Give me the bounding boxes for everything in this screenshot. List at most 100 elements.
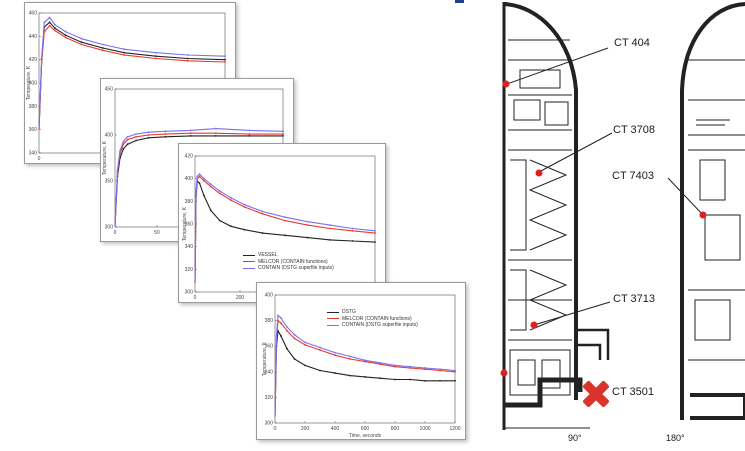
x-tick-label: 800 xyxy=(391,426,400,432)
data-point xyxy=(261,212,264,215)
data-point xyxy=(126,143,129,146)
x-tick-label: 50 xyxy=(154,230,160,236)
data-point xyxy=(394,365,396,368)
legend-item: DSTG xyxy=(327,309,418,316)
plot-area xyxy=(194,155,376,293)
data-point xyxy=(198,182,201,185)
data-point xyxy=(189,135,192,137)
data-point xyxy=(48,16,51,19)
chart-panel-3: 300 320 340 360 380 400 420 0 200 Temperature, K … xyxy=(178,143,386,303)
legend-item: CONTAIN (DSTG superfile inputs) xyxy=(327,322,418,329)
y-tick-label: 360 xyxy=(29,127,38,133)
y-tick-label: 340 xyxy=(185,244,194,250)
data-point xyxy=(147,136,150,139)
data-point xyxy=(126,138,129,141)
data-point xyxy=(209,209,212,212)
label-ct-3708: CT 3708 xyxy=(613,124,655,136)
data-point xyxy=(261,232,264,234)
legend-label: CONTAIN (DSTG superfile inputs) xyxy=(342,322,418,328)
data-point xyxy=(293,337,296,340)
y-tick-label: 340 xyxy=(265,369,274,375)
legend-item: MELCOR (CONTAIN functions) xyxy=(327,316,418,323)
data-point xyxy=(135,133,137,135)
y-tick-label: 420 xyxy=(185,154,194,160)
data-point xyxy=(155,51,157,54)
data-point xyxy=(454,379,456,382)
x-tick-label: 200 xyxy=(236,295,245,301)
data-point xyxy=(319,346,321,349)
data-point xyxy=(203,180,205,182)
sensor-marker xyxy=(530,321,538,329)
data-point xyxy=(284,234,286,237)
data-point xyxy=(379,361,381,364)
data-point xyxy=(374,232,376,234)
data-point xyxy=(277,314,279,317)
data-point xyxy=(248,135,251,137)
data-point xyxy=(454,370,456,373)
data-point xyxy=(164,133,167,135)
data-point xyxy=(284,219,286,222)
series-line-2 xyxy=(114,128,284,228)
data-point xyxy=(329,227,331,230)
data-point xyxy=(334,354,336,357)
data-point xyxy=(122,147,125,150)
data-point xyxy=(186,54,189,56)
data-point xyxy=(379,377,381,380)
data-point xyxy=(189,129,192,132)
y-tick-label: 440 xyxy=(29,34,38,40)
data-point xyxy=(409,365,411,368)
data-point xyxy=(155,55,157,58)
data-point xyxy=(379,363,381,366)
y-axis-label: Temperature, K xyxy=(182,206,188,241)
data-point xyxy=(209,183,212,186)
legend-item: MELCOR (CONTAIN functions) xyxy=(243,259,334,266)
data-point xyxy=(329,238,331,241)
data-point xyxy=(409,367,411,369)
y-tick-label: 400 xyxy=(185,176,194,182)
containment-drawing xyxy=(500,2,745,430)
angle-label-90: 90° xyxy=(568,433,582,443)
y-tick-label: 380 xyxy=(185,199,194,205)
data-point xyxy=(424,367,426,369)
data-point xyxy=(147,134,150,136)
data-point xyxy=(126,135,129,138)
data-point xyxy=(80,43,83,46)
data-point xyxy=(374,241,376,244)
x-tick-label: 600 xyxy=(361,426,370,432)
data-point xyxy=(306,224,309,227)
sensor-marker xyxy=(699,211,707,219)
data-point xyxy=(351,227,354,230)
data-point xyxy=(248,133,251,135)
data-point xyxy=(80,37,83,40)
data-point xyxy=(198,175,201,178)
data-point xyxy=(230,225,232,228)
data-point xyxy=(286,326,288,328)
data-point xyxy=(101,47,104,49)
data-point xyxy=(186,57,189,60)
chart-3-svg: 300 320 340 360 380 400 420 0 200 Temperature, K xyxy=(182,154,376,301)
data-point xyxy=(43,21,46,24)
data-point xyxy=(304,364,306,367)
y-tick-label: 360 xyxy=(265,344,274,350)
data-point xyxy=(454,369,456,372)
data-point xyxy=(230,199,232,202)
title-fragment-accent xyxy=(455,0,464,3)
data-point xyxy=(101,49,104,52)
data-point xyxy=(218,190,221,193)
data-point xyxy=(280,322,282,325)
data-point xyxy=(64,36,67,39)
y-tick-label: 400 xyxy=(105,133,114,139)
data-point xyxy=(64,30,67,33)
data-point xyxy=(224,55,226,58)
y-tick-label: 320 xyxy=(185,267,194,273)
x-tick-label: 1000 xyxy=(419,426,430,432)
y-axis-label: Temperature, K xyxy=(26,65,32,100)
data-point xyxy=(218,219,221,222)
x-axis-label: Time, seconds xyxy=(349,433,382,439)
data-point xyxy=(123,51,125,54)
chart-3-legend: VESSEL MELCOR (CONTAIN functions) CONTAI… xyxy=(243,252,334,272)
data-point xyxy=(304,344,306,346)
data-point xyxy=(280,317,282,319)
data-point xyxy=(198,173,201,176)
data-point xyxy=(304,341,306,344)
